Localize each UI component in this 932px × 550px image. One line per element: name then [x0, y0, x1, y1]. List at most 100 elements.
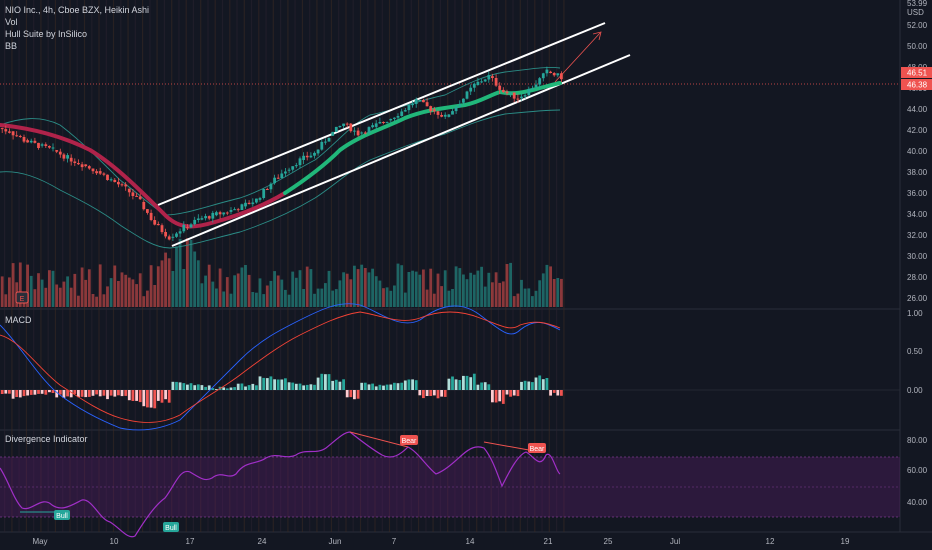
earnings-marker[interactable] [15, 291, 29, 304]
macd-histogram-bar [117, 390, 120, 396]
macd-histogram-bar [487, 384, 491, 390]
macd-histogram-bar [541, 379, 545, 390]
candle [512, 92, 516, 99]
volume-bar [491, 282, 494, 307]
session-stripe [519, 0, 521, 532]
volume-bar [222, 291, 226, 307]
candle [298, 158, 302, 166]
candle [334, 126, 338, 132]
volume-bar [84, 279, 88, 307]
macd-histogram-bar [247, 385, 251, 390]
macd-histogram-bar [349, 390, 353, 398]
macd-histogram-bar [327, 374, 331, 390]
time-label-17: 17 [186, 537, 195, 546]
session-stripe [272, 0, 274, 532]
macd-histogram-bar [215, 389, 218, 390]
session-stripe [556, 0, 558, 532]
macd-histogram-bar [552, 390, 556, 393]
volume-bar [247, 274, 251, 307]
candle [117, 181, 120, 185]
volume-bar [0, 276, 4, 307]
session-stripe [250, 0, 253, 532]
candle [102, 173, 106, 175]
candle [233, 209, 236, 211]
volume-bar [480, 266, 483, 307]
candle [4, 129, 8, 132]
candle [135, 195, 138, 197]
candle [425, 102, 429, 107]
candle [8, 131, 11, 133]
candle [331, 131, 335, 136]
macd-histogram-bar [422, 390, 425, 399]
session-stripe [76, 0, 78, 532]
session-stripe [454, 0, 456, 532]
macd-histogram-bar [91, 390, 95, 396]
earnings-marker-group[interactable]: E [15, 291, 29, 304]
candle [472, 83, 476, 88]
price-axis[interactable]: 53.99 USD 52.00 50.00 48.00 46.00 44.00 … [901, 0, 932, 303]
macd-histogram-bar [378, 384, 382, 390]
volume-bar [149, 265, 153, 307]
session-stripe [120, 0, 122, 532]
macd-axis[interactable]: 1.00 0.50 0.00 [907, 309, 923, 395]
session-stripe [374, 0, 376, 532]
time-axis[interactable]: May 10 17 24 Jun 7 14 21 25 Jul 12 19 [32, 537, 850, 546]
candle [454, 107, 458, 112]
volume-bar [95, 296, 98, 307]
volume-bar [353, 265, 356, 307]
candle [265, 189, 269, 190]
candle [0, 128, 4, 130]
macd-histogram-bar [324, 374, 327, 390]
candle [204, 216, 207, 219]
volume-bar [345, 273, 349, 307]
session-stripe [447, 0, 449, 532]
macd-histogram-bar [360, 382, 364, 390]
volume-bar [371, 268, 374, 307]
candle [131, 192, 135, 196]
session-stripe [127, 0, 129, 532]
candle [11, 131, 15, 136]
macd-signal-line [0, 311, 561, 423]
candle [382, 122, 385, 123]
macd-histogram-bar [305, 384, 309, 390]
candle [305, 155, 309, 158]
session-stripe [497, 0, 500, 532]
candle [560, 73, 563, 80]
volume-bar [505, 264, 509, 307]
price-label-28: 28.00 [907, 273, 928, 282]
macd-histogram-bar [440, 390, 443, 397]
macd-histogram-bar [462, 375, 465, 390]
candle [258, 198, 262, 200]
candle [178, 231, 182, 234]
candle [549, 71, 552, 73]
macd-histogram-bar [229, 387, 233, 390]
candle [40, 144, 44, 146]
volume-bar [287, 294, 291, 307]
divergence-axis[interactable]: 80.00 60.00 40.00 [907, 436, 928, 507]
volume-bar [8, 277, 11, 307]
candle [400, 111, 404, 116]
volume-bar [48, 270, 51, 307]
volume-bar [120, 272, 124, 307]
session-stripe [171, 0, 173, 532]
volume-bar [265, 285, 269, 307]
session-stripe [105, 0, 107, 532]
session-stripe [221, 0, 224, 532]
volume-bar [196, 260, 200, 307]
volume-bar [429, 268, 433, 307]
macd-histogram-bar [84, 390, 88, 398]
macd-histogram-bar [233, 387, 236, 390]
time-label-24: 24 [258, 537, 267, 546]
macd-histogram-bar [472, 373, 476, 390]
macd-histogram-bar [509, 390, 512, 397]
volume-bar [440, 286, 443, 307]
volume-bar [18, 262, 22, 307]
candle [287, 169, 291, 171]
volume-bar [236, 273, 240, 307]
candle [255, 198, 258, 203]
candle [167, 236, 171, 240]
candle [15, 135, 19, 137]
volume-bar [447, 290, 451, 307]
price-label-26: 26.00 [907, 294, 928, 303]
